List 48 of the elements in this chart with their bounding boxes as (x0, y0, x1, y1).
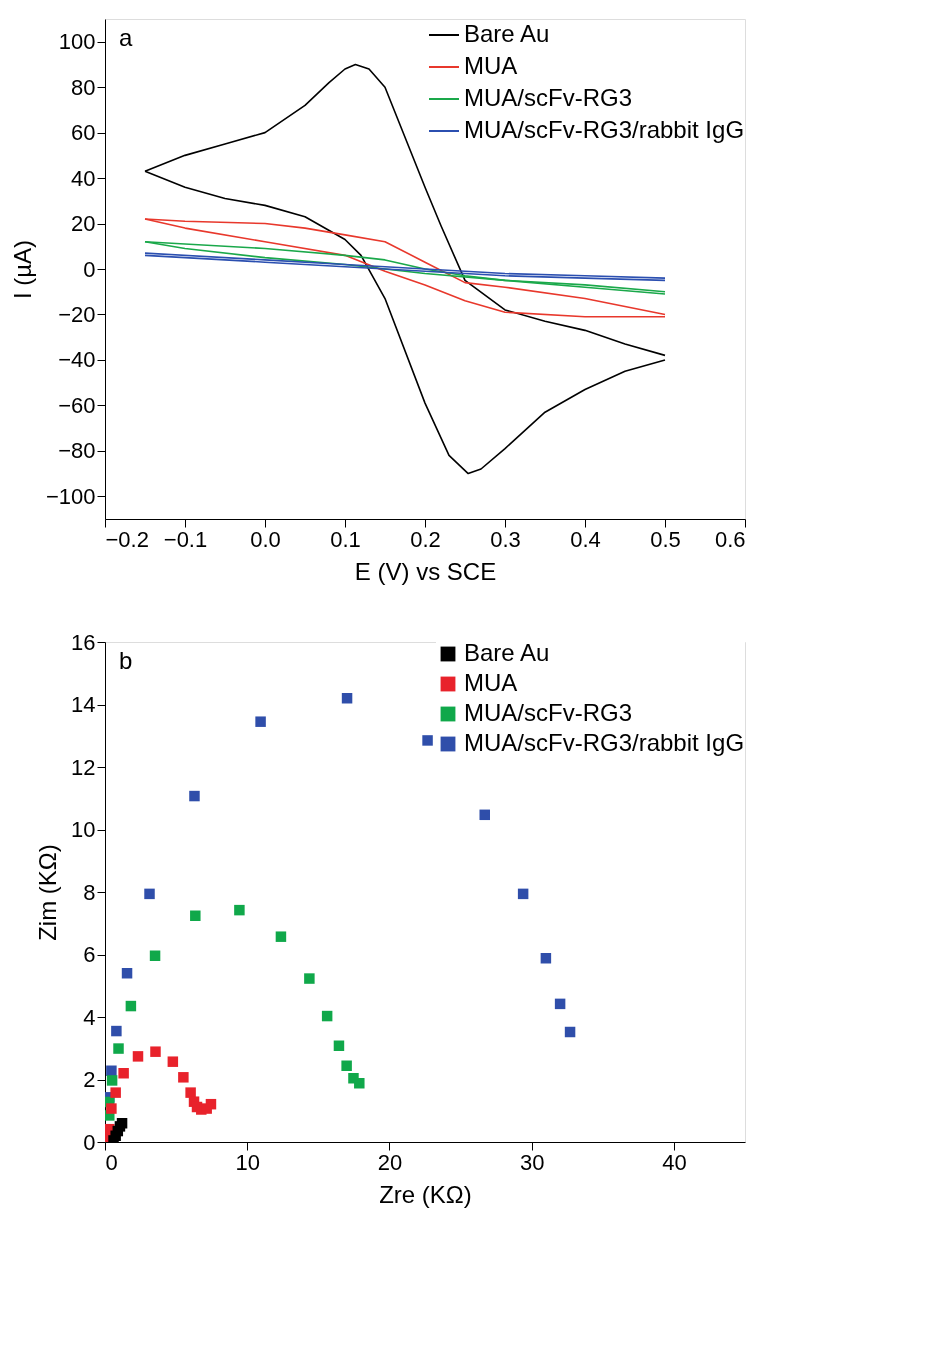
legend-label: MUA/scFv-RG3 (464, 84, 632, 111)
y-tick-label: 8 (83, 879, 96, 905)
x-tick-label: 0.6 (714, 526, 746, 552)
y-tick-label: 100 (58, 29, 96, 55)
y-tick-label: −60 (58, 392, 96, 418)
y-tick-label: 10 (71, 817, 96, 842)
x-tick-label: 30 (519, 1149, 545, 1175)
legend-label: MUA (464, 669, 518, 696)
y-axis-title: Zim (KΩ) (34, 844, 62, 941)
y-tick-label: 80 (71, 74, 96, 100)
y-axis-title: I (µA) (8, 239, 36, 300)
y-tick-label: −40 (58, 347, 96, 373)
x-tick-label: −0.2 (105, 526, 149, 552)
x-tick-label: 0 (105, 1149, 118, 1175)
y-tick-label: 60 (71, 120, 96, 146)
x-tick-label: 0.2 (410, 526, 441, 552)
y-tick-label: 0 (83, 256, 96, 282)
annotation: a (119, 24, 133, 51)
legend-label: MUA/scFv-RG3/rabbit IgG (464, 116, 745, 143)
legend-label: Bare Au (464, 639, 550, 666)
legend-label: Bare Au (464, 20, 550, 47)
y-tick-label: −100 (45, 483, 96, 509)
x-tick-label: 0.0 (250, 526, 281, 552)
y-tick-label: −80 (58, 438, 96, 464)
legend-label: MUA (464, 52, 518, 79)
x-axis-title: Zre (KΩ) (379, 1180, 472, 1208)
annotation: b (119, 647, 133, 674)
y-tick-label: 0 (83, 1129, 96, 1155)
legend-label: MUA/scFv-RG3 (464, 699, 632, 726)
x-tick-label: 0.5 (650, 526, 681, 552)
y-tick-label: 2 (83, 1067, 96, 1092)
x-tick-label: −0.1 (163, 526, 208, 552)
legend-label: MUA/scFv-RG3/rabbit IgG (464, 729, 745, 756)
y-tick-label: −20 (58, 301, 96, 327)
x-axis-title: E (V) vs SCE (354, 557, 497, 585)
x-tick-label: 0.3 (490, 526, 521, 552)
x-tick-label: 0.1 (330, 526, 361, 552)
y-tick-label: 6 (83, 942, 96, 967)
x-tick-label: 10 (235, 1149, 260, 1175)
y-tick-label: 14 (71, 692, 96, 717)
x-tick-label: 0.4 (570, 526, 601, 552)
y-tick-label: 4 (83, 1004, 96, 1030)
y-tick-label: 40 (71, 165, 96, 191)
x-tick-label: 20 (377, 1149, 403, 1175)
y-tick-label: 16 (71, 629, 96, 655)
y-tick-label: 12 (71, 754, 96, 780)
y-tick-label: 20 (71, 211, 96, 237)
x-tick-label: 40 (662, 1149, 687, 1175)
